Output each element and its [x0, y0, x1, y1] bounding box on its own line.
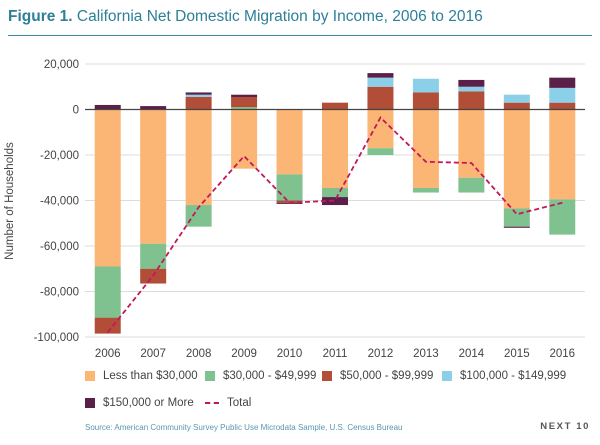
legend-swatch [85, 398, 95, 408]
bar-segment [94, 317, 121, 334]
legend-label: $150,000 or More [103, 397, 194, 409]
bar-segment [503, 94, 530, 103]
bar-segment [231, 109, 258, 169]
legend-swatch [85, 371, 95, 381]
bar-segment [412, 109, 439, 188]
x-tick-label: 2012 [368, 348, 394, 360]
legend-item-total: Total [205, 397, 251, 409]
legend-label: $50,000 - $99,999 [340, 370, 434, 382]
bar-segment [458, 86, 485, 92]
y-tick-label: -100,000 [34, 332, 79, 344]
bar-segment [322, 197, 348, 206]
x-tick-label: 2006 [95, 348, 121, 360]
bar-segment [503, 208, 530, 227]
bar-segment [231, 94, 258, 97]
brand-logo: NEXT 10 [540, 421, 590, 432]
bars [94, 73, 576, 334]
bar-segment [503, 102, 530, 110]
x-tick-label: 2016 [549, 348, 575, 360]
legend-label: Total [227, 397, 252, 409]
source-note: Source: American Community Survey Public… [85, 423, 403, 432]
bar-segment [185, 109, 212, 206]
bar-segment [549, 102, 576, 110]
legend-dash [205, 402, 219, 404]
bar-segment [458, 177, 485, 193]
x-tick-label: 2008 [186, 348, 212, 360]
y-tick-label: -60,000 [40, 241, 79, 253]
bar-segment [322, 187, 348, 198]
y-tick-labels: 20,000 0 -20,000 -40,000 -60,000 -80,000 -100,… [34, 59, 79, 344]
figure-label: Figure 1. [8, 8, 73, 25]
bar-segment [367, 77, 394, 87]
bar-segment [322, 109, 348, 188]
legend-item-150k-plus: $150,000 or More [85, 397, 194, 409]
stacked-bar-chart: 20,000 0 -20,000 -40,000 -60,000 -80,000 -100,… [4, 59, 585, 360]
bar-segment [503, 226, 530, 228]
y-tick-label: 0 [73, 105, 79, 117]
y-tick-label: -80,000 [40, 287, 79, 299]
y-tick-label: -20,000 [40, 150, 79, 162]
x-tick-label: 2015 [504, 348, 530, 360]
y-tick-label: 20,000 [44, 59, 79, 71]
bar-segment [367, 148, 394, 155]
bar-segment [94, 266, 121, 318]
figure-title-text: California Net Domestic Migration by Inc… [76, 8, 483, 25]
bar-segment [412, 92, 439, 110]
bar-segment [185, 94, 212, 97]
x-tick-label: 2007 [140, 348, 166, 360]
legend-swatch [322, 371, 332, 381]
bar-segment [458, 91, 485, 110]
x-tick-label: 2010 [277, 348, 303, 360]
legend-label: $100,000 - $149,999 [460, 370, 567, 382]
bar-segment [367, 109, 394, 149]
figure-title: Figure 1. California Net Domestic Migrat… [8, 8, 483, 26]
x-tick-label: 2014 [459, 348, 485, 360]
bar-segment [322, 102, 348, 110]
bar-segment [94, 104, 121, 110]
bar-segment [549, 87, 576, 103]
title-divider [8, 35, 592, 36]
legend-label: $30,000 - $49,999 [223, 370, 317, 382]
bar-segment [503, 109, 530, 209]
bar-segment [412, 187, 439, 193]
legend-label: Less than $30,000 [103, 370, 198, 382]
bar-segment [231, 107, 258, 110]
bar-segment [140, 243, 167, 269]
legend-swatch [442, 371, 452, 381]
legend-item-50-100k: $50,000 - $99,999 [322, 370, 433, 382]
bar-segment [458, 79, 485, 87]
x-tick-label: 2009 [231, 348, 257, 360]
total-polyline [106, 116, 563, 333]
bar-segment [276, 174, 303, 201]
x-tick-label: 2011 [323, 348, 348, 360]
bar-segment [185, 205, 212, 227]
bar-segment [276, 200, 303, 203]
legend-item-lt30k: Less than $30,000 [85, 370, 198, 382]
bar-segment [276, 109, 303, 175]
bar-segment [367, 86, 394, 110]
bar-segment [412, 78, 439, 93]
bar-segment [549, 77, 576, 88]
bar-segment [458, 109, 485, 178]
legend-item-100-150k: $100,000 - $149,999 [442, 370, 566, 382]
bar-segment [549, 109, 576, 200]
bar-segment [140, 106, 167, 110]
bar-segment [140, 109, 167, 244]
total-line [106, 116, 563, 333]
bar-segment [231, 96, 258, 108]
y-axis-label: Number of Households [4, 142, 16, 260]
bar-segment [367, 73, 394, 78]
legend-swatch [205, 371, 215, 381]
legend-item-30-50k: $30,000 - $49,999 [205, 370, 316, 382]
x-tick-labels: 2006 2007 2008 2009 2010 2011 2012 2013 2014 2015… [95, 348, 575, 360]
bar-segment [185, 96, 212, 110]
y-tick-label: -40,000 [40, 196, 79, 208]
bar-segment [94, 109, 121, 267]
bar-segment [185, 92, 212, 95]
x-tick-label: 2013 [413, 348, 439, 360]
